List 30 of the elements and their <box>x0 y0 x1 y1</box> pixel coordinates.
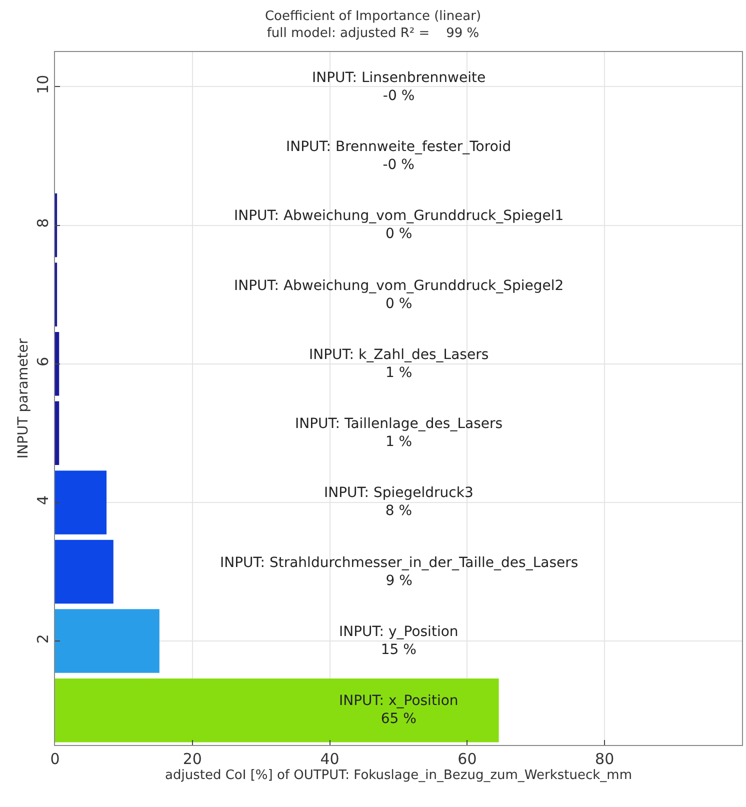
chart-title: Coefficient of Importance (linear) <box>264 9 482 24</box>
annotation: INPUT: Brennweite_fester_Toroid -0 % <box>286 139 512 174</box>
annotation: INPUT: Taillenlage_des_Lasers 1 % <box>295 416 503 450</box>
y-tick-label: 2 <box>34 634 52 644</box>
x-tick-label: 60 <box>458 750 477 768</box>
y-tick-label: 8 <box>34 218 52 228</box>
x-tick-label: 20 <box>182 750 202 768</box>
x-tick-label: 0 <box>50 750 60 768</box>
annotation: INPUT: k_Zahl_des_Lasers 1 % <box>309 347 489 382</box>
y-tick-label: 4 <box>34 495 52 505</box>
bar <box>55 678 499 742</box>
annotation: INPUT: y_Position 15 % <box>339 624 458 658</box>
annotation: INPUT: Spiegeldruck3 8 % <box>324 485 474 520</box>
bar <box>55 332 60 396</box>
annotation: INPUT: x_Position 65 % <box>339 693 458 728</box>
bar <box>55 540 114 604</box>
annotation: INPUT: Abweichung_vom_Grunddruck_Spiegel2 0 % <box>234 278 564 312</box>
x-axis-title: adjusted CoI [%] of OUTPUT: Fokuslage_in_Bezug_zum_Werkstueck_mm <box>165 768 632 783</box>
bar <box>55 470 107 534</box>
y-tick-label: 10 <box>34 74 52 94</box>
annotation: INPUT: Strahldurchmesser_in_der_Taille_des_Lasers 9 % <box>220 555 578 590</box>
annotation: INPUT: Abweichung_vom_Grunddruck_Spiegel1 0 % <box>234 208 564 242</box>
x-tick-label: 40 <box>320 750 340 768</box>
bar <box>55 609 160 673</box>
chart-subtitle: full model: adjusted R² = 99 % <box>266 26 480 42</box>
annotation: INPUT: Linsenbrennweite -0 % <box>312 70 486 104</box>
bar <box>55 401 60 466</box>
x-tick-label: 80 <box>595 750 614 768</box>
y-tick-label: 6 <box>34 356 52 366</box>
y-axis-title: INPUT parameter <box>16 338 32 459</box>
